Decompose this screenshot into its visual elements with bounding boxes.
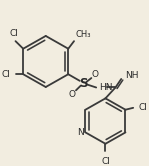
Text: Cl: Cl bbox=[139, 103, 148, 112]
Text: N: N bbox=[77, 128, 83, 137]
Text: O: O bbox=[92, 70, 99, 79]
Text: NH: NH bbox=[125, 71, 139, 80]
Text: O: O bbox=[69, 90, 76, 99]
Text: Cl: Cl bbox=[2, 70, 11, 79]
Text: Cl: Cl bbox=[101, 157, 110, 166]
Text: HN: HN bbox=[99, 83, 113, 92]
Text: Cl: Cl bbox=[9, 29, 18, 38]
Text: S: S bbox=[79, 77, 88, 90]
Text: CH₃: CH₃ bbox=[76, 30, 91, 39]
